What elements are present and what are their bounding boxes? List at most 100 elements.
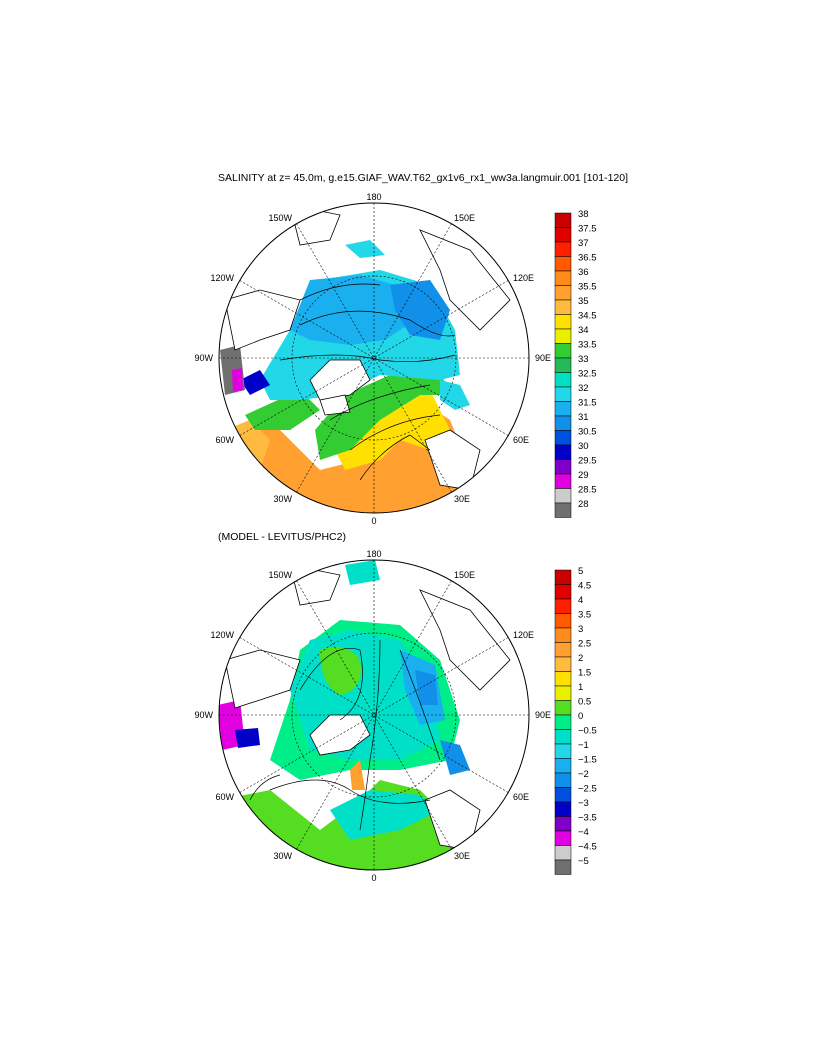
top-colorbar-label: 35.5 (578, 282, 597, 293)
top-colorbar-swatch (554, 473, 572, 489)
top-land-scandinavia (424, 429, 481, 491)
bottom-lon-60e: 60E (513, 792, 529, 802)
top-lon-150w: 150W (268, 213, 292, 223)
bottom-lon-150w: 150W (268, 570, 292, 580)
top-map-border (218, 202, 530, 514)
top-lon-0: 0 (371, 516, 376, 526)
bottom-colorbar-label: −4.5 (578, 842, 597, 853)
bottom-contour-3 (399, 649, 441, 761)
top-field-laptev-blue (390, 280, 450, 340)
bottom-lon-30e: 30E (454, 851, 470, 861)
top-contour-5 (359, 434, 431, 481)
top-colorbar-label: 30 (578, 441, 589, 452)
bottom-colorbar-swatch (554, 569, 572, 585)
bottom-colorbar-swatch (554, 584, 572, 600)
top-field-chukchi-cyan (345, 240, 385, 258)
top-lon-150e: 150E (454, 213, 475, 223)
bottom-colorbar-swatch (554, 787, 572, 803)
top-colorbar-swatch (554, 328, 572, 344)
top-contour-2 (279, 354, 456, 363)
bottom-longitude-labels: 180 0 90W 90E 150W 150E 120W 120E 60W 60… (194, 549, 551, 883)
top-colorbar-label: 30.5 (578, 427, 597, 438)
bottom-lon-90w: 90W (194, 710, 213, 720)
bottom-plot-title: (MODEL - LEVITUS/PHC2) (218, 531, 346, 543)
bottom-field-greenland-orange (350, 760, 365, 790)
top-colorbar-swatch (554, 227, 572, 243)
top-colorbar-swatch (554, 241, 572, 257)
top-field-greenland-sea-green (315, 375, 455, 460)
bottom-colorbar-swatch (554, 729, 572, 745)
top-colorbar-label: 33 (578, 354, 589, 365)
top-salinity-map (218, 202, 530, 514)
top-colorbar-swatch (554, 430, 572, 446)
top-lon-90e: 90E (535, 353, 551, 363)
top-colorbar-label: 34 (578, 325, 589, 336)
bottom-colorbar-label: 4 (578, 595, 583, 606)
bottom-colorbar-label: −0.5 (578, 726, 597, 737)
bottom-colorbar-swatch (554, 801, 572, 817)
top-lon-90w: 90W (194, 353, 213, 363)
bottom-colorbar-swatch (554, 671, 572, 687)
top-colorbar-label: 29.5 (578, 456, 597, 467)
top-colorbar-label: 29 (578, 470, 589, 481)
bottom-contour-4 (269, 779, 431, 804)
top-colorbar-label: 37 (578, 238, 589, 249)
top-field-hudson-purple (232, 368, 243, 392)
top-colorbar-label: 36 (578, 267, 589, 278)
top-lon-30e: 30E (454, 494, 470, 504)
bottom-colorbar-label: −2 (578, 769, 589, 780)
top-colorbar-swatch (554, 212, 572, 228)
bottom-colorbar-label: 1.5 (578, 668, 591, 679)
bottom-lon-120e: 120E (513, 630, 534, 640)
top-colorbar-swatch (554, 444, 572, 460)
top-contour-4 (349, 414, 441, 451)
top-colorbar-label: 36.5 (578, 253, 597, 264)
bottom-colorbar-swatch (554, 627, 572, 643)
top-lon-180: 180 (366, 192, 381, 202)
bottom-land-scandinavia (424, 789, 481, 851)
bottom-lon-0: 0 (371, 873, 376, 883)
bottom-field-archipelago-blue (235, 728, 260, 748)
bottom-colorbar-label: 5 (578, 566, 583, 577)
bottom-field-chukchi-cyan (345, 560, 380, 585)
bottom-colorbar-label: −4 (578, 827, 589, 838)
top-colorbar-label: 31.5 (578, 398, 597, 409)
bottom-land-siberia (419, 589, 511, 691)
top-colorbar-swatch (554, 299, 572, 315)
top-field-archipelago-blue (240, 370, 270, 395)
bottom-colorbar-swatch (554, 830, 572, 846)
bottom-land-greenland (309, 714, 371, 756)
bottom-contour-2 (359, 639, 381, 831)
bottom-field-beaufort-green (320, 646, 361, 695)
bottom-colorbar-label: −3.5 (578, 813, 597, 824)
top-plot-title: SALINITY at z= 45.0m, g.e15.GIAF_WAV.T62… (218, 172, 629, 184)
bottom-colorbar-swatch (554, 613, 572, 629)
bottom-colorbar-swatch (554, 685, 572, 701)
top-contour-3 (329, 384, 431, 421)
bottom-lon-30w: 30W (273, 851, 292, 861)
bottom-colorbar-label: 0.5 (578, 697, 591, 708)
bottom-colorbar-swatch (554, 656, 572, 672)
bottom-colorbar-swatch (554, 845, 572, 861)
top-colorbar-label: 37.5 (578, 224, 597, 235)
top-colorbar-label: 38 (578, 209, 589, 220)
bottom-lon-90e: 90E (535, 710, 551, 720)
bottom-colorbar-swatch (554, 816, 572, 832)
top-field-atlantic-yellow (330, 390, 450, 470)
bottom-colorbar-swatch (554, 700, 572, 716)
bottom-colorbar-swatch (554, 772, 572, 788)
top-colorbar-swatch (554, 270, 572, 286)
bottom-colorbar-label: 2 (578, 653, 583, 664)
bottom-colorbar-label: −5 (578, 856, 589, 867)
top-lon-60e: 60E (513, 435, 529, 445)
bottom-colorbar-label: 1 (578, 682, 583, 693)
bottom-land-canada (224, 649, 301, 709)
bottom-colorbar-label: −2.5 (578, 784, 597, 795)
top-graticule (219, 203, 529, 513)
top-colorbar-swatch (554, 314, 572, 330)
bottom-colorbar-swatch (554, 758, 572, 774)
top-field-baffin-green (245, 390, 320, 430)
top-colorbar-swatch (554, 401, 572, 417)
top-colorbar: 38 37.5 37 36.5 36 35.5 35 34.5 34 33.5 33 32.5 32 31… (554, 209, 597, 518)
